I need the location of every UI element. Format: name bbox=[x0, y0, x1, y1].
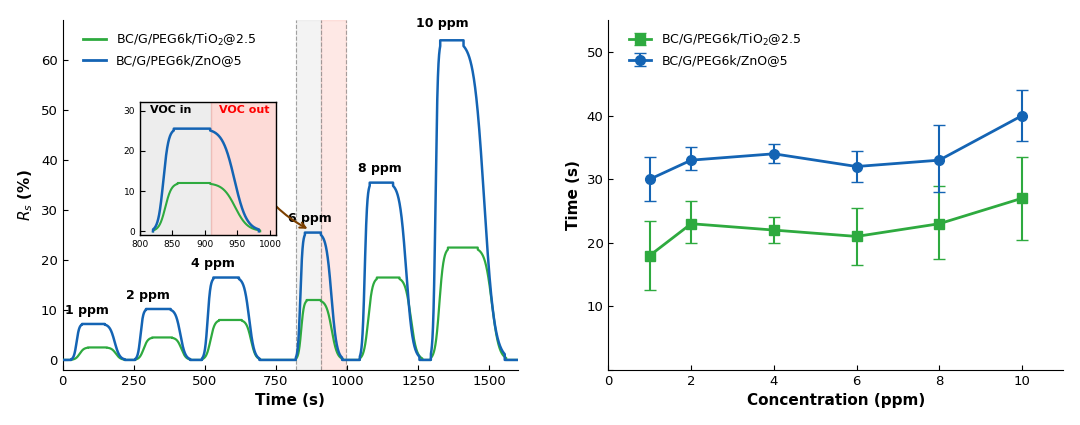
Bar bbox=[296, 20, 322, 370]
Y-axis label: $R_s$ (%): $R_s$ (%) bbox=[16, 169, 36, 221]
Bar bbox=[322, 20, 346, 370]
Text: 8 ppm: 8 ppm bbox=[357, 162, 402, 175]
Text: 2 ppm: 2 ppm bbox=[126, 289, 170, 303]
X-axis label: Time (s): Time (s) bbox=[255, 393, 325, 408]
Text: 4 ppm: 4 ppm bbox=[191, 257, 235, 270]
X-axis label: Concentration (ppm): Concentration (ppm) bbox=[746, 393, 924, 408]
Legend: BC/G/PEG6k/TiO$_2$@2.5, BC/G/PEG6k/ZnO@5: BC/G/PEG6k/TiO$_2$@2.5, BC/G/PEG6k/ZnO@5 bbox=[78, 27, 260, 72]
Text: 10 ppm: 10 ppm bbox=[416, 17, 469, 30]
Text: 6 ppm: 6 ppm bbox=[288, 212, 332, 225]
Text: 1 ppm: 1 ppm bbox=[65, 304, 109, 317]
Y-axis label: Time (s): Time (s) bbox=[566, 160, 581, 230]
Legend: BC/G/PEG6k/TiO$_2$@2.5, BC/G/PEG6k/ZnO@5: BC/G/PEG6k/TiO$_2$@2.5, BC/G/PEG6k/ZnO@5 bbox=[624, 27, 807, 72]
